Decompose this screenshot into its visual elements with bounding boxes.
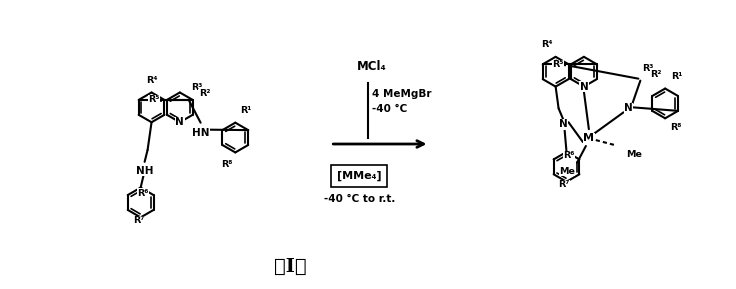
Text: -40 °C: -40 °C: [372, 104, 407, 114]
Text: HN: HN: [192, 128, 209, 138]
Text: Me: Me: [559, 167, 575, 176]
FancyBboxPatch shape: [331, 165, 387, 187]
Text: R⁴: R⁴: [146, 75, 158, 85]
Text: MCl₄: MCl₄: [357, 60, 387, 73]
Text: [MMe₄]: [MMe₄]: [337, 171, 381, 181]
Text: R⁵: R⁵: [552, 60, 564, 69]
Text: N: N: [579, 81, 588, 92]
Text: R¹: R¹: [671, 72, 682, 81]
Text: R⁷: R⁷: [559, 180, 570, 189]
Text: （I）: （I）: [275, 258, 307, 276]
Text: R⁶: R⁶: [563, 151, 575, 160]
Text: -40 °C to r.t.: -40 °C to r.t.: [325, 194, 396, 204]
Text: R³: R³: [643, 64, 654, 73]
Text: 4 MeMgBr: 4 MeMgBr: [372, 90, 431, 99]
Text: R⁶: R⁶: [137, 188, 149, 198]
Text: R⁴: R⁴: [541, 40, 553, 49]
Text: R⁵: R⁵: [148, 95, 160, 104]
Text: N: N: [624, 103, 633, 113]
Text: R³: R³: [191, 83, 202, 92]
Text: N: N: [559, 119, 568, 129]
Text: Me: Me: [626, 150, 643, 159]
Text: NH: NH: [136, 166, 153, 176]
Text: R²: R²: [651, 70, 662, 79]
Text: M: M: [584, 133, 595, 143]
Text: R⁸: R⁸: [670, 123, 682, 132]
Text: R⁸: R⁸: [221, 160, 233, 169]
Text: R⁷: R⁷: [132, 216, 144, 225]
Text: R¹: R¹: [240, 106, 252, 115]
Text: R²: R²: [199, 89, 210, 98]
Text: N: N: [175, 117, 184, 127]
